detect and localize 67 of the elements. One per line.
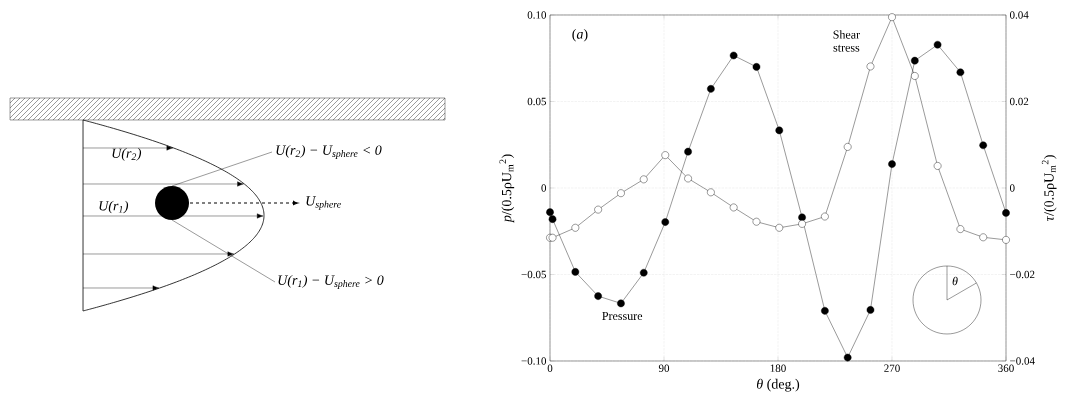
point xyxy=(911,56,919,65)
series-label: Shear stress xyxy=(833,30,860,52)
y-tick-label: 0 xyxy=(541,184,547,192)
point xyxy=(775,223,784,232)
x-axis-title: θ (deg.) xyxy=(756,378,800,392)
point xyxy=(729,51,738,60)
y-tick-label: −0.05 xyxy=(521,270,547,279)
point xyxy=(933,162,942,170)
point xyxy=(571,268,580,276)
point xyxy=(843,353,852,362)
point xyxy=(707,85,715,93)
point xyxy=(888,160,896,168)
y-tick-label: 0.10 xyxy=(527,11,547,19)
y-tick-label: 0.05 xyxy=(527,97,547,106)
point xyxy=(752,217,761,226)
point xyxy=(821,212,829,221)
x-tick-label: 90 xyxy=(658,364,670,372)
point xyxy=(911,72,919,80)
y2-tick-label: 0 xyxy=(1009,184,1015,192)
y2-tick-label: 0.04 xyxy=(1009,11,1029,19)
point xyxy=(752,63,761,71)
point xyxy=(821,307,829,315)
x-tick-label: 360 xyxy=(998,364,1014,372)
text: U(r$_{1}$) − U$_{sphere}$ > 0 xyxy=(278,275,384,289)
text: U(r$_{1}$) xyxy=(99,200,129,214)
point xyxy=(979,141,987,150)
point xyxy=(684,174,692,183)
annotation: (a) xyxy=(572,28,588,42)
y2-tick-label: −0.02 xyxy=(1010,270,1035,279)
y2-tick-label: 0.02 xyxy=(1009,97,1029,106)
point xyxy=(798,220,806,228)
point xyxy=(639,268,648,277)
point xyxy=(639,175,648,184)
x-tick-label: 0 xyxy=(547,364,553,372)
y2-tick-label: −0.04 xyxy=(1010,357,1035,365)
point xyxy=(956,68,965,77)
text: U(r$_{2}$) xyxy=(112,148,142,161)
annotation: θ xyxy=(952,276,958,286)
point xyxy=(571,223,580,232)
series-label: Pressure xyxy=(602,312,643,320)
x-tick-label: 270 xyxy=(884,364,900,372)
point xyxy=(775,126,784,135)
point xyxy=(979,233,987,242)
point xyxy=(617,299,625,308)
point xyxy=(661,151,670,159)
point xyxy=(617,189,625,197)
text: U(r$_{2}$) − U$_{sphere}$ < 0 xyxy=(276,145,382,159)
point xyxy=(1002,236,1010,244)
point xyxy=(661,218,670,226)
y-axis-title: p/(0.5ρU$_{m}$$^{2}$) xyxy=(499,154,515,223)
point xyxy=(594,205,602,214)
point xyxy=(684,147,692,156)
point xyxy=(866,306,875,314)
point xyxy=(866,62,875,71)
point xyxy=(888,13,896,21)
point xyxy=(956,225,965,233)
point xyxy=(798,213,806,222)
point xyxy=(843,143,852,151)
y-tick-label: −0.10 xyxy=(521,357,547,365)
point xyxy=(546,208,554,217)
point xyxy=(729,203,738,212)
point xyxy=(548,215,557,223)
point xyxy=(933,40,942,49)
point xyxy=(707,188,715,197)
x-tick-label: 180 xyxy=(770,364,786,372)
point xyxy=(594,292,602,300)
text: U$_{sphere}$ xyxy=(306,196,341,210)
